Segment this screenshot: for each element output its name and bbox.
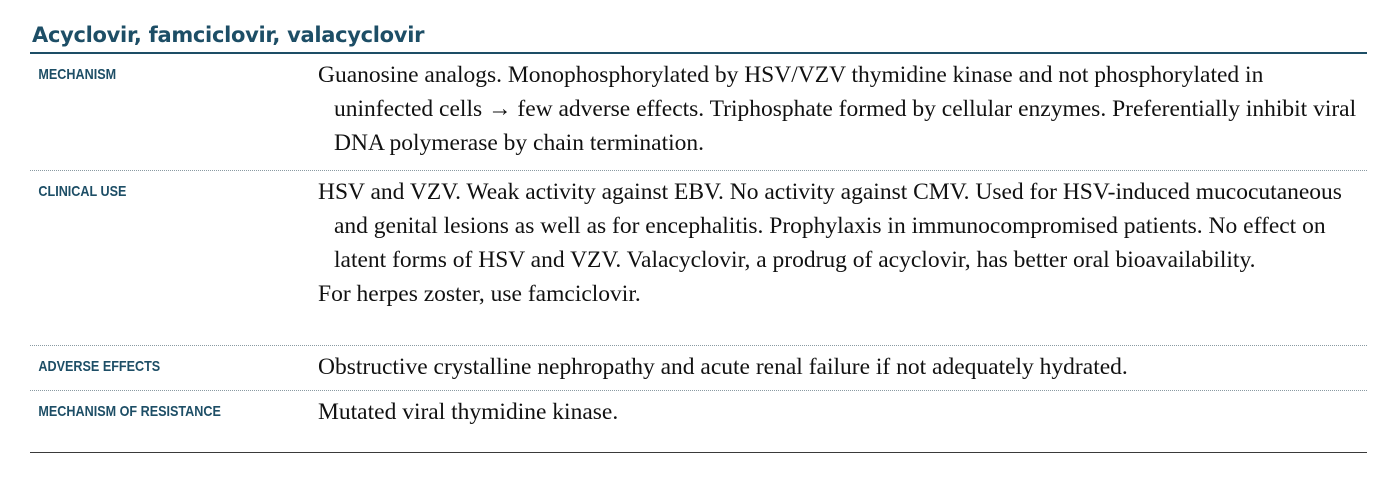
- row-content: HSV and VZV. Weak activity against EBV. …: [318, 175, 1367, 343]
- row-clinical-use: CLINICAL USE HSV and VZV. Weak activity …: [30, 171, 1367, 346]
- row-adverse-effects: ADVERSE EFFECTS Obstructive crystalline …: [30, 346, 1367, 391]
- row-mechanism: MECHANISM Guanosine analogs. Monophospho…: [30, 54, 1367, 171]
- row-mechanism-of-resistance: MECHANISM OF RESISTANCE Mutated viral th…: [30, 391, 1367, 437]
- row-content: Obstructive crystalline nephropathy and …: [318, 350, 1367, 388]
- row-paragraph: HSV and VZV. Weak activity against EBV. …: [318, 179, 1342, 273]
- row-label: CLINICAL USE: [38, 183, 127, 200]
- row-label: ADVERSE EFFECTS: [38, 358, 161, 375]
- bottom-divider: [30, 452, 1367, 453]
- row-label: MECHANISM OF RESISTANCE: [38, 403, 221, 420]
- row-content: Guanosine analogs. Monophosphorylated by…: [318, 58, 1367, 168]
- row-label: MECHANISM: [38, 66, 117, 83]
- row-paragraph: Mutated viral thymidine kinase.: [318, 399, 619, 425]
- row-content: Mutated viral thymidine kinase.: [318, 395, 1367, 435]
- row-paragraph: For herpes zoster, use famciclovir.: [318, 281, 641, 307]
- row-paragraph: Guanosine analogs. Monophosphorylated by…: [318, 62, 1357, 156]
- row-paragraph: Obstructive crystalline nephropathy and …: [318, 354, 1128, 380]
- drug-entry: Acyclovir, famciclovir, valacyclovir MEC…: [30, 18, 1367, 437]
- drug-title: Acyclovir, famciclovir, valacyclovir: [30, 18, 1367, 54]
